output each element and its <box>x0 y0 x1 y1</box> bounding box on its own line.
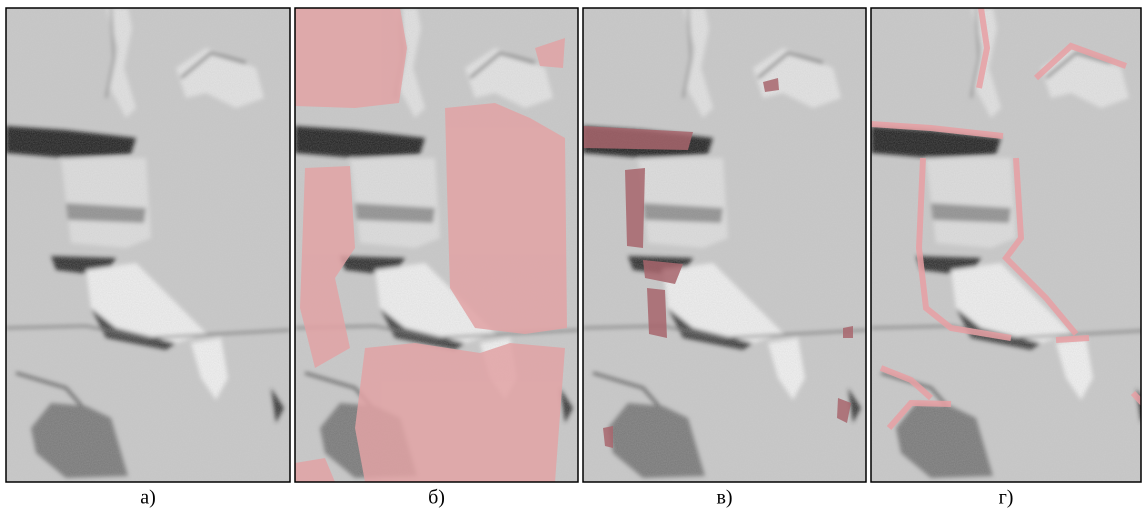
image-base <box>583 8 867 482</box>
panel-image <box>583 8 867 482</box>
panel: а) <box>6 8 290 509</box>
panel-label: а) <box>140 487 156 509</box>
panel: г) <box>871 8 1143 509</box>
panel-label: г) <box>999 487 1014 509</box>
panel: в) <box>583 8 867 509</box>
figure: а) б) в) г) <box>0 0 1143 514</box>
image-base <box>6 8 290 482</box>
panel-image <box>871 8 1143 482</box>
panel: б) <box>295 8 579 509</box>
panel-image <box>6 8 290 482</box>
image-base <box>871 8 1143 482</box>
panel-label: в) <box>716 487 732 509</box>
panels: а) б) в) г) <box>6 8 1143 509</box>
panel-image <box>295 8 579 482</box>
panel-label: б) <box>428 487 445 509</box>
